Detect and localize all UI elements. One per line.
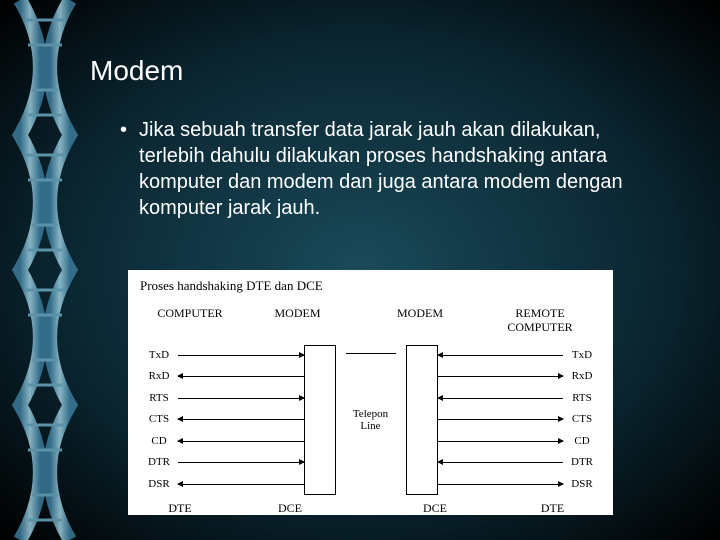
modem-box-left (304, 345, 336, 495)
arrow-left-icon (178, 376, 304, 377)
role-label-2: DCE (360, 501, 510, 516)
role-label-0: DTE (140, 501, 220, 516)
bullet-dot-icon: • (120, 119, 127, 142)
signal-label: CD (140, 436, 178, 447)
diagram-header-0: COMPUTER (140, 306, 240, 335)
role-row: DTEDCEDCEDTE (140, 501, 601, 516)
signal-label: DTR (140, 457, 178, 468)
diagram-header-1: MODEM (240, 306, 355, 335)
arrow-left-icon (178, 484, 304, 485)
signal-label: DTR (563, 457, 601, 468)
telephone-line-label: TeleponLine (353, 408, 388, 432)
arrow-right-icon (178, 398, 304, 399)
bullet-item: • Jika sebuah transfer data jarak jauh a… (120, 117, 680, 221)
slide-title: Modem (90, 55, 680, 87)
arrow-right-icon (178, 355, 304, 356)
signal-label: RTS (563, 393, 601, 404)
signal-label: DSR (563, 479, 601, 490)
signals-area: TxD RxD RTS CTS CD DTR DSR TeleponLine TxD RxD RTS… (140, 345, 601, 495)
arrow-right-icon (438, 376, 564, 377)
arrow-left-icon (438, 355, 564, 356)
modem-box-right (406, 345, 438, 495)
arrow-left-icon (438, 398, 564, 399)
arrow-right-icon (438, 441, 564, 442)
diagram-header-2: MODEM (355, 306, 485, 335)
telephone-line-column: TeleponLine (336, 345, 406, 495)
arrow-left-icon (438, 462, 564, 463)
content-area: Modem • Jika sebuah transfer data jarak … (90, 55, 680, 221)
signal-label: TxD (563, 350, 601, 361)
dna-helix-decoration (0, 0, 90, 540)
signal-label: CTS (563, 414, 601, 425)
arrows-left (178, 345, 304, 495)
signal-label: RTS (140, 393, 178, 404)
diagram-title: Proses handshaking DTE dan DCE (140, 278, 601, 294)
arrows-right (438, 345, 564, 495)
signal-label: CD (563, 436, 601, 447)
signal-label: CTS (140, 414, 178, 425)
arrow-left-icon (178, 441, 304, 442)
signal-label: RxD (563, 371, 601, 382)
arrow-right-icon (438, 484, 564, 485)
signal-labels-right: TxD RxD RTS CTS CD DTR DSR (563, 345, 601, 495)
diagram-header-3: REMOTECOMPUTER (485, 306, 595, 335)
handshaking-diagram: Proses handshaking DTE dan DCE COMPUTERM… (128, 270, 613, 515)
signal-label: DSR (140, 479, 178, 490)
telephone-line-icon (346, 353, 396, 354)
diagram-header-row: COMPUTERMODEMMODEMREMOTECOMPUTER (140, 306, 601, 335)
bullet-text: Jika sebuah transfer data jarak jauh aka… (139, 117, 639, 221)
arrow-left-icon (178, 419, 304, 420)
signal-label: TxD (140, 350, 178, 361)
arrow-right-icon (438, 419, 564, 420)
signal-labels-left: TxD RxD RTS CTS CD DTR DSR (140, 345, 178, 495)
signal-label: RxD (140, 371, 178, 382)
slide: Modem • Jika sebuah transfer data jarak … (0, 0, 720, 540)
role-label-1: DCE (220, 501, 360, 516)
role-label-3: DTE (510, 501, 595, 516)
arrow-right-icon (178, 462, 304, 463)
